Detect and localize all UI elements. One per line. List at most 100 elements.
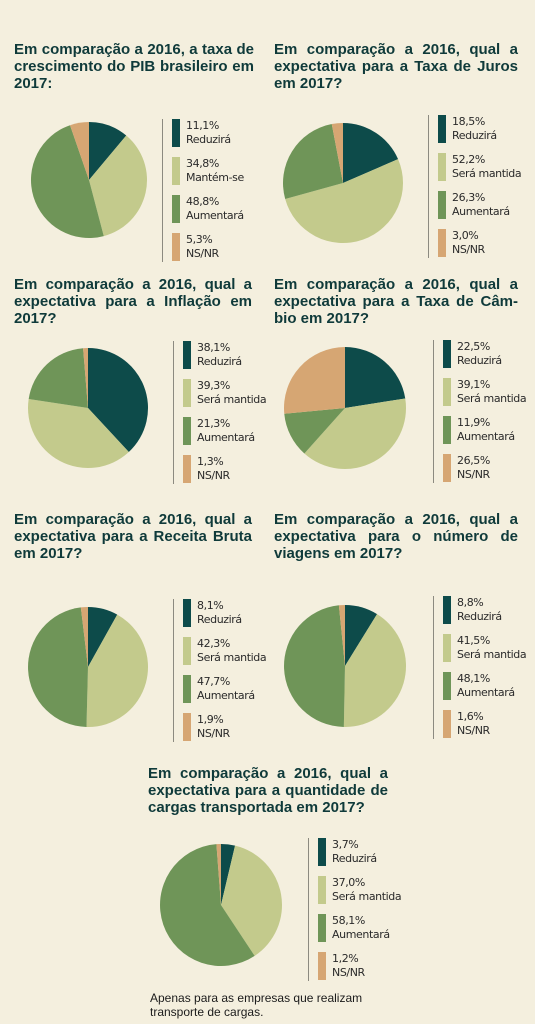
- legend-swatch: [183, 675, 191, 703]
- legend-item: 48,8% Aumentará: [172, 195, 244, 224]
- legend-swatch: [438, 115, 446, 143]
- legend-swatch: [443, 378, 451, 406]
- pie-chart: [30, 122, 148, 239]
- legend-item: 26,5% NS/NR: [443, 454, 526, 483]
- legend-item: 8,8% Reduzirá: [443, 596, 526, 625]
- pie-slice: [27, 398, 129, 469]
- pie-chart: [283, 347, 407, 470]
- legend-value: 1,3%: [197, 455, 224, 468]
- legend-item: 39,3% Será mantida: [183, 379, 267, 408]
- pie-slice: [304, 398, 407, 470]
- chart-title: Em comparação a 2016, qual a expectativa…: [14, 511, 252, 562]
- legend-swatch: [318, 838, 326, 866]
- legend-item: 58,1% Aumentará: [318, 914, 401, 943]
- chart-title: Em comparação a 2016, qual a expectativa…: [14, 276, 252, 327]
- legend-value: 26,3%: [452, 191, 485, 204]
- legend-value: 39,1%: [457, 378, 490, 391]
- legend-value: 21,3%: [197, 417, 230, 430]
- pie-chart: [283, 123, 404, 243]
- legend-item: 5,3% NS/NR: [172, 233, 244, 262]
- legend-item: 38,1% Reduzirá: [183, 341, 266, 370]
- legend-item: 48,1% Aumentará: [443, 672, 526, 701]
- legend-item: 34,8% Mantém-se: [172, 157, 244, 186]
- legend-label: Será mantida: [332, 890, 402, 903]
- pie-slice: [216, 844, 221, 905]
- legend-swatch: [183, 341, 191, 369]
- legend-value: 11,9%: [457, 416, 490, 429]
- legend-value: 37,0%: [332, 876, 365, 889]
- legend-item: 1,3% NS/NR: [183, 455, 266, 484]
- legend-value: 38,1%: [197, 341, 230, 354]
- legend-item: 3,7% Reduzirá: [318, 838, 401, 867]
- legend-item: 1,6% NS/NR: [443, 710, 526, 739]
- legend-value: 48,1%: [457, 672, 490, 685]
- legend-swatch: [172, 119, 180, 147]
- chart-legend: 8,1% Reduzirá 42,3% Será mantida 47,7% Aument…: [173, 599, 267, 742]
- legend-label: NS/NR: [457, 724, 490, 737]
- legend-swatch: [183, 637, 191, 665]
- legend-label: Reduzirá: [332, 852, 377, 865]
- pie-slice: [345, 347, 406, 408]
- pie-slice: [80, 607, 88, 667]
- legend-label: NS/NR: [186, 247, 219, 260]
- pie-slice: [70, 122, 89, 180]
- chart-title: Em comparação a 2016, qual a expectativa…: [274, 41, 518, 92]
- pie-slice: [88, 348, 149, 452]
- legend-item: 37,0% Será mantida: [318, 876, 402, 905]
- pie-slice: [345, 605, 378, 666]
- pie-chart: [28, 607, 149, 727]
- legend-label: Aumentará: [452, 205, 510, 218]
- legend-label: Será mantida: [452, 167, 522, 180]
- legend-value: 26,5%: [457, 454, 490, 467]
- legend-value: 1,9%: [197, 713, 224, 726]
- legend-label: NS/NR: [197, 727, 230, 740]
- pie-slice: [343, 123, 399, 183]
- pie-chart: [284, 605, 407, 728]
- legend-swatch: [443, 454, 451, 482]
- legend-swatch: [183, 455, 191, 483]
- legend-item: 21,3% Aumentará: [183, 417, 266, 446]
- pie-slice: [160, 844, 255, 966]
- legend-swatch: [443, 710, 451, 738]
- chart-legend: 11,1% Reduzirá 34,8% Mantém-se 48,8% Aumentar…: [162, 119, 244, 262]
- legend-swatch: [443, 416, 451, 444]
- legend-label: Aumentará: [197, 689, 255, 702]
- legend-label: Aumentará: [457, 686, 515, 699]
- legend-item: 11,9% Aumentará: [443, 416, 526, 445]
- footnote: Apenas para as empresas que realizam tra…: [150, 991, 363, 1019]
- legend-swatch: [443, 672, 451, 700]
- legend-value: 39,3%: [197, 379, 230, 392]
- legend-swatch: [438, 153, 446, 181]
- legend-item: 26,3% Aumentará: [438, 191, 521, 220]
- legend-label: Aumentará: [332, 928, 390, 941]
- legend-label: Reduzirá: [457, 354, 502, 367]
- legend-swatch: [318, 914, 326, 942]
- pie-slice: [221, 844, 236, 905]
- legend-label: Reduzirá: [452, 129, 497, 142]
- pie-slice: [28, 607, 88, 727]
- pie-slice: [338, 605, 345, 666]
- legend-item: 22,5% Reduzirá: [443, 340, 526, 369]
- legend-value: 8,8%: [457, 596, 484, 609]
- legend-label: Reduzirá: [197, 613, 242, 626]
- legend-value: 41,5%: [457, 634, 490, 647]
- legend-item: 11,1% Reduzirá: [172, 119, 244, 148]
- legend-label: NS/NR: [332, 966, 365, 979]
- chart-title: Em comparação a 2016, qual a expectativa…: [148, 765, 388, 816]
- legend-label: Aumentará: [186, 209, 244, 222]
- pie-slice: [284, 408, 345, 454]
- chart-title: Em comparação a 2016, a taxa de crescime…: [14, 41, 254, 92]
- legend-label: NS/NR: [452, 243, 485, 256]
- pie-slice: [283, 124, 343, 200]
- pie-slice: [221, 845, 283, 956]
- legend-label: Será mantida: [197, 393, 267, 406]
- legend-value: 48,8%: [186, 195, 219, 208]
- legend-item: 18,5% Reduzirá: [438, 115, 521, 144]
- legend-item: 47,7% Aumentará: [183, 675, 266, 704]
- legend-label: Mantém-se: [186, 171, 244, 184]
- legend-item: 1,9% NS/NR: [183, 713, 266, 742]
- legend-label: Será mantida: [457, 648, 527, 661]
- chart-legend: 38,1% Reduzirá 39,3% Será mantida 21,3% Aumen…: [173, 341, 267, 484]
- legend-label: Reduzirá: [197, 355, 242, 368]
- pie-slice: [285, 159, 404, 243]
